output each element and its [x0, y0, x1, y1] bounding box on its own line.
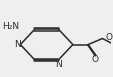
Text: O: O: [91, 55, 98, 64]
Text: N: N: [55, 60, 61, 69]
Text: H₂N: H₂N: [2, 22, 19, 31]
Text: N: N: [14, 40, 21, 49]
Text: O: O: [104, 33, 111, 42]
